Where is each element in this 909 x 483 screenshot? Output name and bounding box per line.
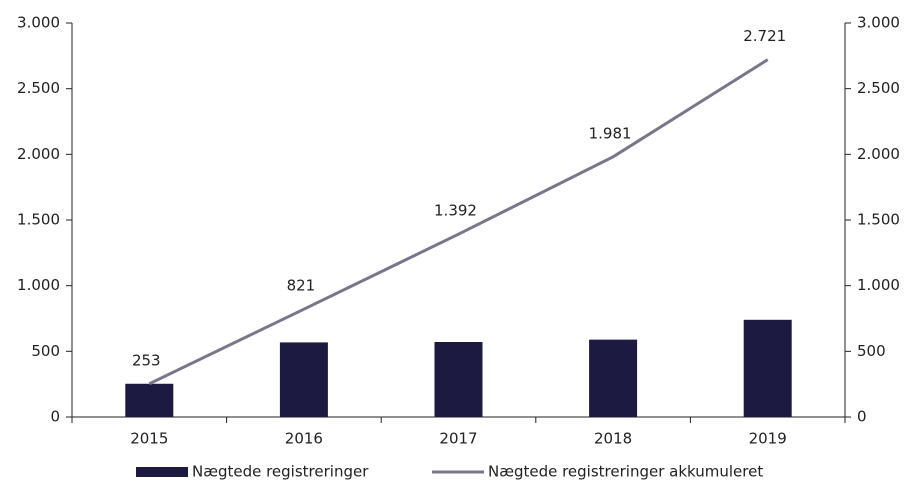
y2-tick-label: 1.000 [857, 276, 900, 294]
y-tick-label: 3.000 [17, 14, 60, 32]
y2-tick-label: 0 [857, 408, 867, 426]
x-tick-label: 2015 [130, 430, 168, 448]
y-tick-label: 500 [31, 342, 60, 360]
y-tick-label: 2.500 [17, 79, 60, 97]
legend-swatch [136, 467, 188, 477]
y2-tick-label: 500 [857, 342, 886, 360]
data-label: 2.721 [743, 27, 786, 45]
legend-label: Nægtede registreringer [192, 463, 369, 481]
y-tick-label: 1.500 [17, 211, 60, 229]
y2-tick-label: 3.000 [857, 14, 900, 32]
x-tick-label: 2019 [749, 430, 787, 448]
y-tick-label: 1.000 [17, 276, 60, 294]
line [148, 58, 769, 386]
y-tick-label: 0 [50, 408, 60, 426]
y2-tick-label: 1.500 [857, 211, 900, 229]
data-label: 1.981 [589, 124, 632, 142]
bar [279, 342, 328, 417]
bar [743, 319, 792, 417]
y2-tick-label: 2.000 [857, 145, 900, 163]
x-tick-label: 2018 [594, 430, 632, 448]
legend-label: Nægtede registreringer akkumuleret [488, 463, 763, 481]
y-tick-label: 2.000 [17, 145, 60, 163]
data-label: 253 [132, 351, 161, 369]
bar [125, 383, 174, 417]
data-label: 1.392 [434, 202, 477, 220]
bar [589, 339, 638, 417]
data-label: 821 [287, 277, 316, 295]
y2-tick-label: 2.500 [857, 79, 900, 97]
bar [434, 342, 483, 417]
x-tick-label: 2017 [439, 430, 477, 448]
x-tick-label: 2016 [285, 430, 323, 448]
